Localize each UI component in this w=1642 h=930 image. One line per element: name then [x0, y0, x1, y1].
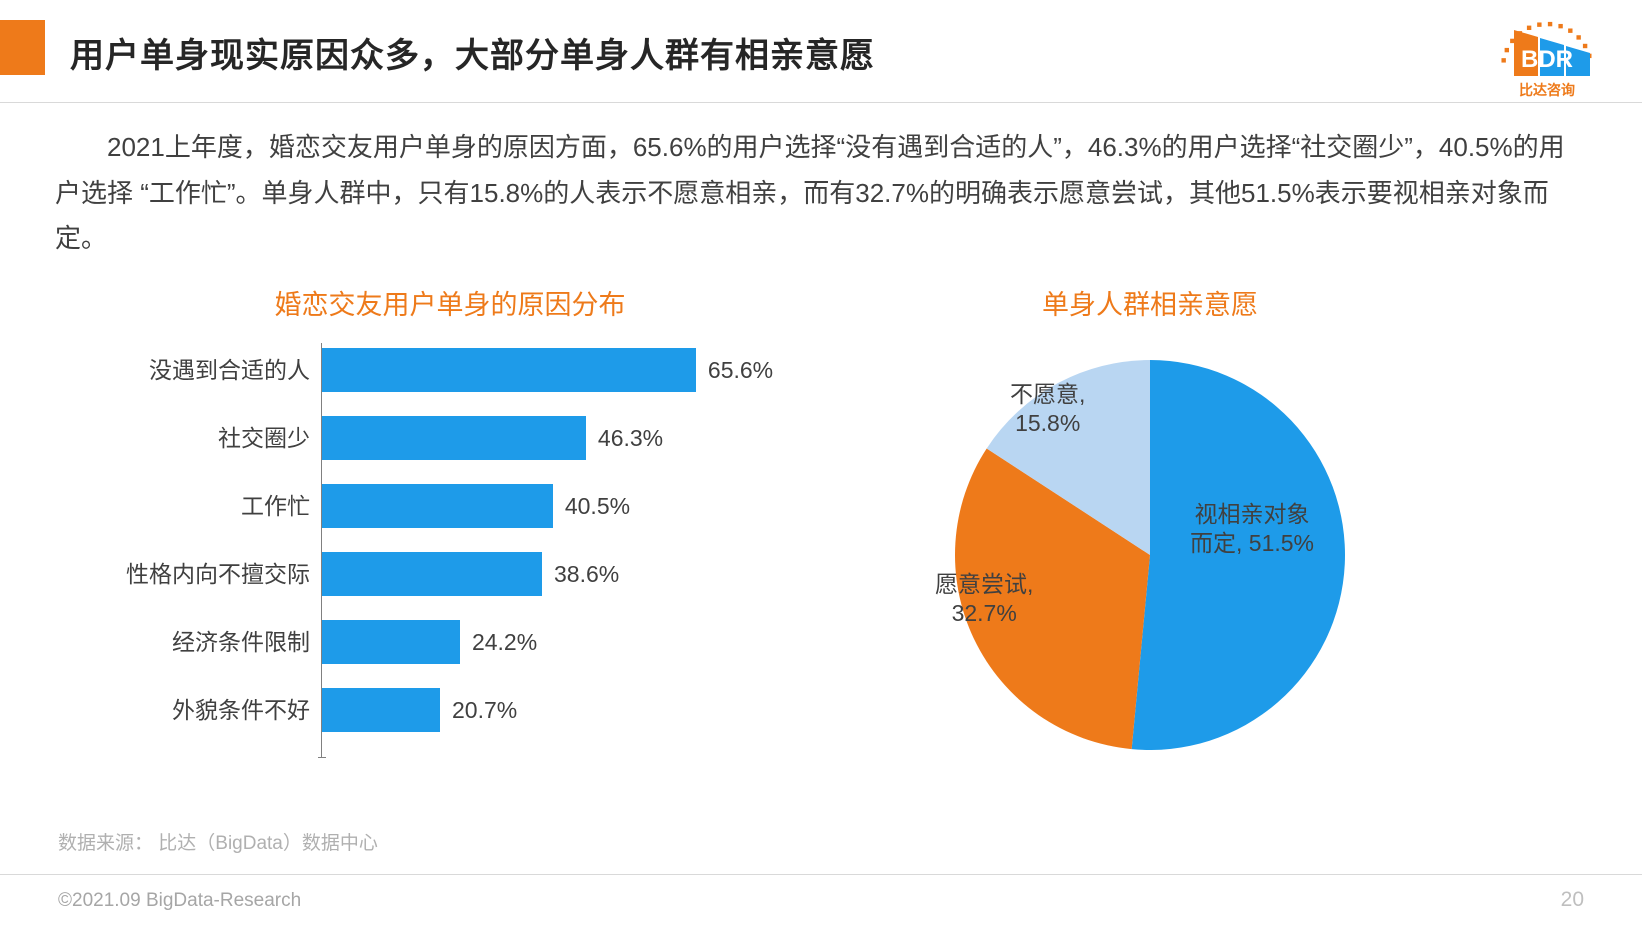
- bar-axis-tick: [318, 757, 326, 759]
- bar-value-label: 24.2%: [472, 620, 537, 664]
- svg-text:BDR: BDR: [1521, 46, 1573, 73]
- bdr-logo: BDR 比达咨询: [1492, 18, 1602, 100]
- bar-chart: 没遇到合适的人 65.6% 社交圈少 46.3% 工作忙 40.5% 性格内向不擅交际 38.…: [110, 330, 870, 780]
- title-accent-block: [0, 20, 45, 75]
- bar-rect: [322, 484, 553, 528]
- pie-chart-title: 单身人群相亲意愿: [990, 283, 1310, 322]
- bar-rect: [322, 620, 460, 664]
- bar-category-label: 社交圈少: [218, 416, 310, 460]
- bar-value-label: 20.7%: [452, 688, 517, 732]
- pie-chart: 视相亲对象而定, 51.5% 愿意尝试,32.7% 不愿意,15.8%: [880, 340, 1420, 780]
- bar-value-label: 65.6%: [708, 348, 773, 392]
- bar-row: 工作忙 40.5%: [110, 484, 870, 528]
- bdr-logo-svg: BDR: [1500, 18, 1595, 80]
- title-divider: [0, 102, 1642, 103]
- pie-label-愿意尝试: 愿意尝试,32.7%: [935, 570, 1033, 628]
- bar-rect: [322, 348, 696, 392]
- bdr-logo-caption: 比达咨询: [1492, 80, 1602, 100]
- slide: 用户单身现实原因众多，大部分单身人群有相亲意愿 BDR 比达咨询 2021上年度…: [0, 0, 1642, 930]
- bar-category-label: 性格内向不擅交际: [126, 552, 310, 596]
- bar-category-label: 外貌条件不好: [172, 688, 310, 732]
- bar-row: 没遇到合适的人 65.6%: [110, 348, 870, 392]
- bar-row: 社交圈少 46.3%: [110, 416, 870, 460]
- bar-category-label: 工作忙: [241, 484, 310, 528]
- bar-rect: [322, 688, 440, 732]
- bar-row: 经济条件限制 24.2%: [110, 620, 870, 664]
- bar-value-label: 40.5%: [565, 484, 630, 528]
- bar-row: 性格内向不擅交际 38.6%: [110, 552, 870, 596]
- bar-rect: [322, 552, 542, 596]
- bar-chart-title: 婚恋交友用户单身的原因分布: [225, 283, 675, 322]
- bar-category-label: 没遇到合适的人: [149, 348, 310, 392]
- data-source: 数据来源： 比达（BigData）数据中心: [58, 828, 378, 855]
- pie-label-视相亲对象而定: 视相亲对象而定, 51.5%: [1190, 500, 1314, 558]
- bar-category-label: 经济条件限制: [172, 620, 310, 664]
- footer-page-number: 20: [1561, 888, 1584, 912]
- bar-row: 外貌条件不好 20.7%: [110, 688, 870, 732]
- slide-title: 用户单身现实原因众多，大部分单身人群有相亲意愿: [70, 28, 875, 77]
- footer-copyright: ©2021.09 BigData-Research: [58, 890, 301, 912]
- bar-rect: [322, 416, 586, 460]
- pie-chart-svg: [880, 340, 1420, 780]
- bar-value-label: 38.6%: [554, 552, 619, 596]
- body-paragraph: 2021上年度，婚恋交友用户单身的原因方面，65.6%的用户选择“没有遇到合适的…: [55, 125, 1585, 262]
- bar-value-label: 46.3%: [598, 416, 663, 460]
- pie-label-不愿意: 不愿意,15.8%: [1010, 380, 1085, 438]
- footer-divider: [0, 874, 1642, 875]
